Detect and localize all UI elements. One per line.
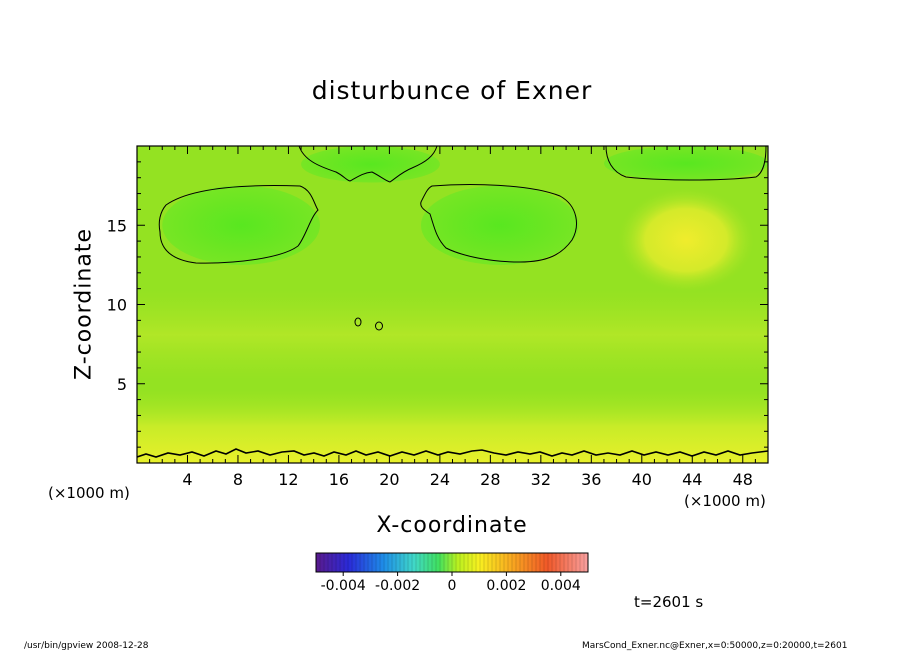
colorbar-tick-label: 0.002 — [486, 578, 526, 594]
colorbar-tick-label: -0.004 — [321, 578, 366, 594]
heatmap-region-top-center-low-region — [301, 146, 440, 183]
colorbar-tick-label: -0.002 — [375, 578, 420, 594]
contour-top-right-low — [605, 145, 767, 181]
footer-left: /usr/bin/gpview 2008-12-28 — [24, 641, 149, 651]
contour-small-loop-2 — [375, 321, 383, 331]
y-axis-label: Z-coordinate — [71, 228, 97, 380]
x-tick-label: 32 — [531, 470, 551, 489]
contour-bottom-wavy — [136, 448, 769, 458]
x-tick-label: 28 — [480, 470, 500, 489]
heatmap-mid-band — [137, 290, 768, 380]
contour-small-loop-1 — [354, 317, 362, 327]
contour-top-center-low — [298, 145, 438, 183]
x-tick-label: 4 — [182, 470, 192, 489]
y-axis-unit: (×1000 m) — [48, 484, 130, 502]
x-tick-label: 44 — [682, 470, 702, 489]
colorbar-tick-label: 0.004 — [541, 578, 581, 594]
contour-right-low — [420, 184, 577, 263]
x-axis-label: X-coordinate — [376, 513, 528, 538]
time-label: t=2601 s — [634, 593, 704, 611]
x-tick-label: 24 — [430, 470, 450, 489]
colorbar-tick-label: 0 — [448, 578, 457, 594]
footer-right: MarsCond_Exner.nc@Exner,x=0:50000,z=0:20… — [582, 641, 848, 651]
x-tick-label: 20 — [379, 470, 399, 489]
x-tick-label: 12 — [278, 470, 298, 489]
heatmap-region-left-low-region — [162, 185, 320, 265]
colorbar-fill — [316, 553, 588, 572]
contour-left-low — [158, 185, 319, 264]
chart-title: disturbunce of Exner — [311, 76, 593, 105]
x-tick-label: 36 — [581, 470, 601, 489]
x-tick-label: 48 — [733, 470, 753, 489]
colorbar: -0.004 -0.002 0 0.002 0.004 — [315, 552, 589, 594]
y-tick-label: 15 — [107, 216, 127, 235]
y-tick-label: 10 — [107, 296, 127, 315]
x-tick-label: 40 — [632, 470, 652, 489]
x-axis-unit: (×1000 m) — [684, 492, 766, 510]
heatmap-high-region — [618, 188, 754, 292]
x-tick-label: 8 — [233, 470, 243, 489]
x-tick-label: 16 — [329, 470, 349, 489]
heatmap-region-top-right-low-region — [603, 146, 768, 181]
heatmap-region-right-low-region — [420, 185, 579, 265]
y-tick-label: 5 — [117, 375, 127, 394]
